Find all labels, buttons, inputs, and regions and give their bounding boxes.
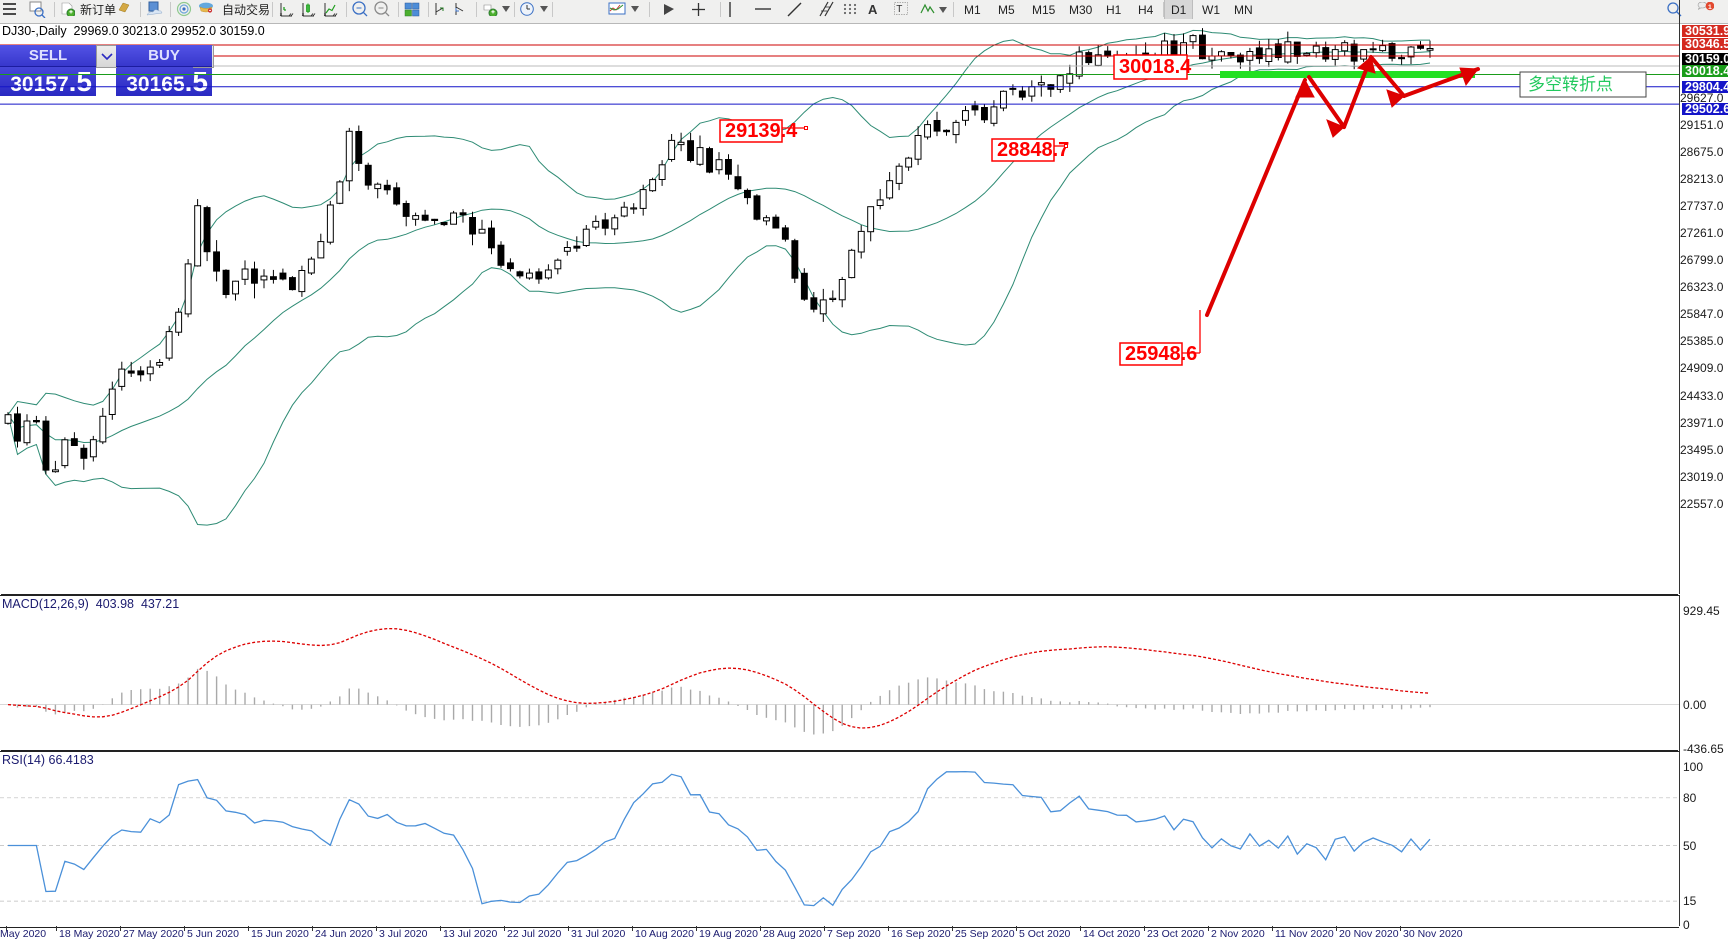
svg-text:30018.4: 30018.4 [1119, 56, 1192, 78]
svg-text:28848.7: 28848.7 [997, 139, 1069, 161]
svg-text:多空转折点: 多空转折点 [1528, 75, 1613, 94]
svg-text:25948.6: 25948.6 [1125, 343, 1197, 365]
svg-text:29139.4: 29139.4 [725, 120, 798, 142]
